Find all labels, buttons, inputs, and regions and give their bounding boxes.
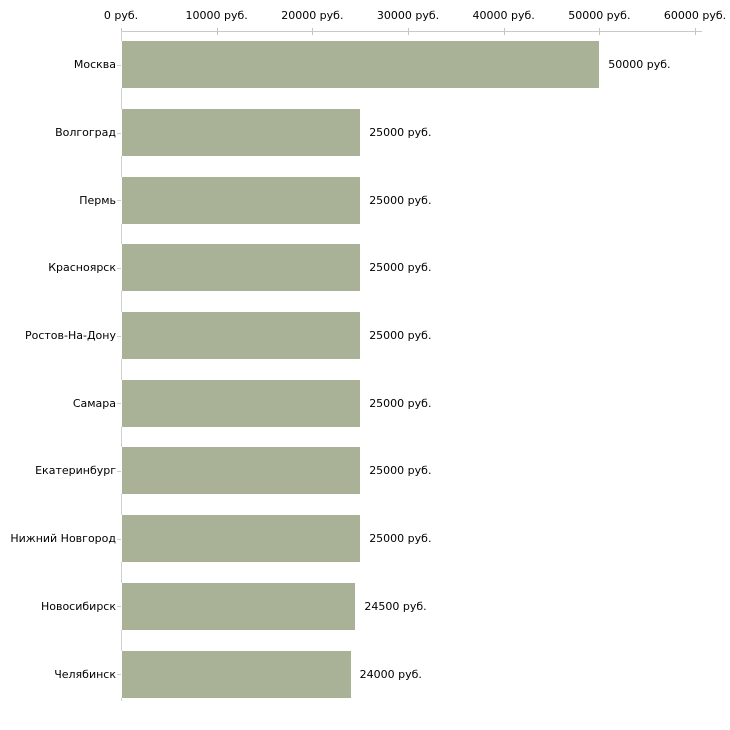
bar [121, 109, 361, 157]
x-axis-tick-label: 50000 руб. [568, 9, 631, 22]
category-label: Нижний Новгород [0, 532, 121, 545]
category-label: Челябинск [0, 668, 121, 681]
bar [121, 312, 361, 360]
x-axis-tick-label: 60000 руб. [663, 9, 727, 22]
y-axis-line [121, 31, 122, 701]
bar [121, 244, 361, 292]
x-axis-tick-label: 20000 руб. [281, 9, 344, 22]
category-tick-mark [117, 64, 121, 66]
value-label: 24000 руб. [359, 667, 422, 681]
x-axis-tick-label: 10000 руб. [185, 9, 248, 22]
value-label: 25000 руб. [369, 126, 432, 140]
bar-row: Самара 25000 руб. [0, 369, 730, 437]
x-axis: 0 руб. 10000 руб. 20000 руб. 30000 руб. 4000… [0, 0, 730, 35]
value-label: 24500 руб. [364, 599, 427, 613]
bar [121, 176, 361, 224]
value-label: 25000 руб. [369, 329, 432, 343]
category-tick-mark [117, 674, 121, 676]
category-tick-mark [117, 335, 121, 337]
category-tick-mark [117, 538, 121, 540]
category-label: Ростов-На-Дону [0, 329, 121, 342]
category-label: Новосибирск [0, 600, 121, 613]
bar [121, 515, 361, 563]
bar-row: Красноярск 25000 руб. [0, 234, 730, 302]
bar [121, 650, 351, 698]
bar [121, 447, 361, 495]
bar-row: Нижний Новгород 25000 руб. [0, 505, 730, 573]
bar [121, 379, 361, 427]
category-label: Волгоград [0, 126, 121, 139]
bar-row: Пермь 25000 руб. [0, 166, 730, 234]
value-label: 50000 руб. [608, 58, 671, 72]
category-tick-mark [117, 132, 121, 134]
bar [121, 41, 600, 89]
bar-row: Волгоград 25000 руб. [0, 99, 730, 167]
category-label: Пермь [0, 194, 121, 207]
category-tick-mark [117, 200, 121, 202]
bar-row: Новосибирск 24500 руб. [0, 573, 730, 641]
bar-row: Москва 50000 руб. [0, 31, 730, 99]
value-label: 25000 руб. [369, 261, 432, 275]
category-label: Самара [0, 397, 121, 410]
value-label: 25000 руб. [369, 532, 432, 546]
x-axis-tick-label: 30000 руб. [376, 9, 440, 22]
x-axis-tick-label: 0 руб. [103, 9, 139, 22]
bar-row: Ростов-На-Дону 25000 руб. [0, 302, 730, 370]
x-axis-tick-label: 40000 руб. [472, 9, 535, 22]
value-label: 25000 руб. [369, 193, 432, 207]
category-tick-mark [117, 403, 121, 405]
value-label: 25000 руб. [369, 396, 432, 410]
category-label: Красноярск [0, 261, 121, 274]
category-tick-mark [117, 267, 121, 269]
bars-container: Москва 50000 руб. Волгоград 25000 руб. Пермь… [0, 31, 730, 708]
bar-row: Екатеринбург 25000 руб. [0, 437, 730, 505]
bar-row: Челябинск 24000 руб. [0, 640, 730, 708]
category-tick-mark [117, 470, 121, 472]
category-tick-mark [117, 606, 121, 608]
bar [121, 582, 356, 630]
category-label: Москва [0, 58, 121, 71]
category-label: Екатеринбург [0, 464, 121, 477]
x-axis-line [121, 31, 702, 32]
value-label: 25000 руб. [369, 464, 432, 478]
